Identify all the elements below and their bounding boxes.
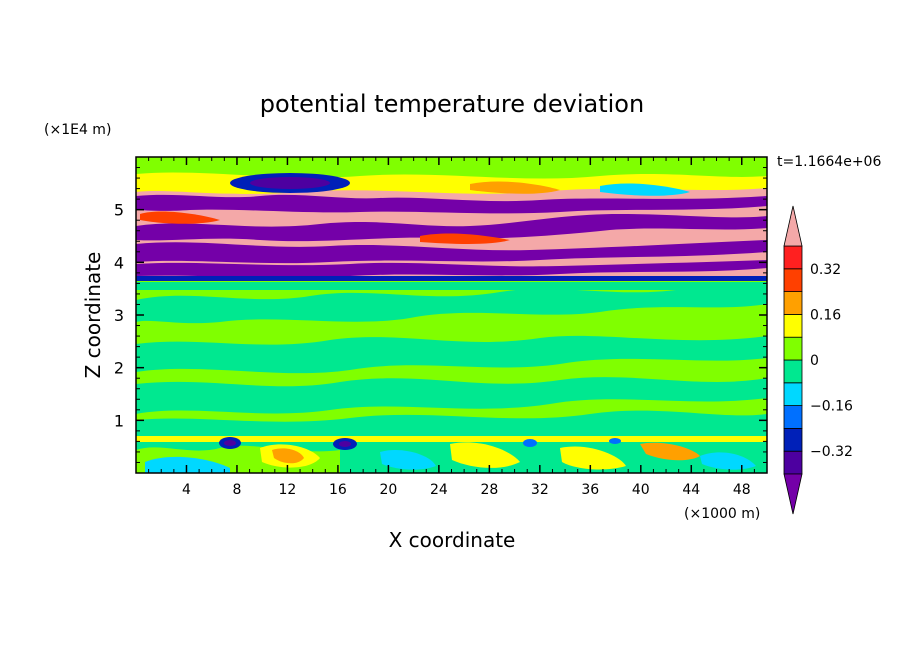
contour-patch — [470, 181, 560, 194]
x-tick-label: 40 — [632, 482, 650, 498]
boundary-line — [136, 436, 767, 442]
contour-patch — [136, 194, 767, 214]
y-tick-label: 5 — [114, 201, 124, 220]
y-axis: 1 2 3 4 5 — [114, 167, 767, 463]
colorbar-segment — [783, 427, 803, 452]
y-tick-label: 4 — [114, 253, 124, 272]
colorbar-segment — [783, 245, 803, 270]
x-axis: 4 8 12 16 20 24 28 32 36 40 44 48 — [148, 157, 755, 498]
x-tick-label: 8 — [232, 482, 241, 498]
colorbar-segment — [783, 268, 803, 292]
chart-title: potential temperature deviation — [260, 90, 644, 118]
plot-area — [136, 157, 767, 473]
contour-patch — [136, 377, 767, 414]
x-axis-label: X coordinate — [389, 528, 516, 552]
upper-layer — [136, 157, 767, 290]
y-axis-label: Z coordinate — [81, 252, 105, 379]
contour-patch — [136, 286, 767, 324]
x-tick-label: 4 — [182, 482, 191, 498]
colorbar-extend-max — [783, 205, 803, 247]
contour-patch — [136, 335, 767, 374]
bottom-layer — [136, 436, 767, 473]
contour-patch — [140, 211, 220, 224]
contour-patch — [560, 446, 626, 470]
contour-patch — [640, 442, 700, 461]
contour-patch — [339, 441, 351, 447]
contour-patch — [600, 183, 690, 196]
colorbar-label: −0.16 — [810, 399, 853, 415]
colorbar-segment — [783, 405, 803, 429]
colorbar-label: 0.16 — [810, 307, 841, 323]
contour-patch — [136, 214, 767, 242]
time-label: t=1.1664e+06 — [777, 154, 881, 170]
y-tick-label: 2 — [114, 359, 124, 378]
contour-patch — [145, 456, 230, 473]
colorbar-label: 0 — [810, 353, 819, 369]
contour-patch — [523, 439, 537, 447]
x-tick-label: 44 — [682, 482, 700, 498]
contour-patch — [250, 177, 330, 189]
x-tick-label: 32 — [531, 482, 549, 498]
y-tick-label: 3 — [114, 306, 124, 325]
y-scale-label: (×1E4 m) — [44, 122, 111, 138]
colorbar-segment — [783, 382, 803, 406]
x-tick-label: 28 — [480, 482, 498, 498]
contour-patch — [224, 440, 236, 446]
contour-patch — [136, 276, 767, 281]
contour-patch — [380, 449, 436, 470]
x-tick-label: 36 — [581, 482, 599, 498]
contour-patch — [136, 282, 767, 290]
contour-patch — [272, 448, 304, 464]
colorbar-segment — [783, 313, 803, 338]
mid-layer — [136, 286, 767, 438]
x-tick-label: 12 — [279, 482, 297, 498]
contour-patch — [136, 240, 767, 264]
contour-patch — [420, 233, 510, 244]
x-tick-label: 20 — [379, 482, 397, 498]
colorbar: 0.32 0.16 0 −0.16 −0.32 — [783, 205, 853, 515]
colorbar-segment — [783, 450, 803, 475]
x-tick-label: 16 — [329, 482, 347, 498]
colorbar-label: 0.32 — [810, 262, 841, 278]
colorbar-segment — [783, 359, 803, 384]
x-scale-label: (×1000 m) — [684, 506, 760, 522]
x-tick-label: 24 — [430, 482, 448, 498]
colorbar-segment — [783, 291, 803, 315]
contour-patch — [136, 260, 767, 278]
colorbar-segment — [783, 336, 803, 361]
x-tick-label: 48 — [733, 482, 751, 498]
colorbar-extend-min — [783, 473, 803, 515]
contour-patch — [450, 442, 520, 468]
contour-patch — [136, 410, 767, 438]
colorbar-label: −0.32 — [810, 444, 853, 460]
y-tick-label: 1 — [114, 411, 124, 430]
contour-patch — [609, 438, 621, 444]
